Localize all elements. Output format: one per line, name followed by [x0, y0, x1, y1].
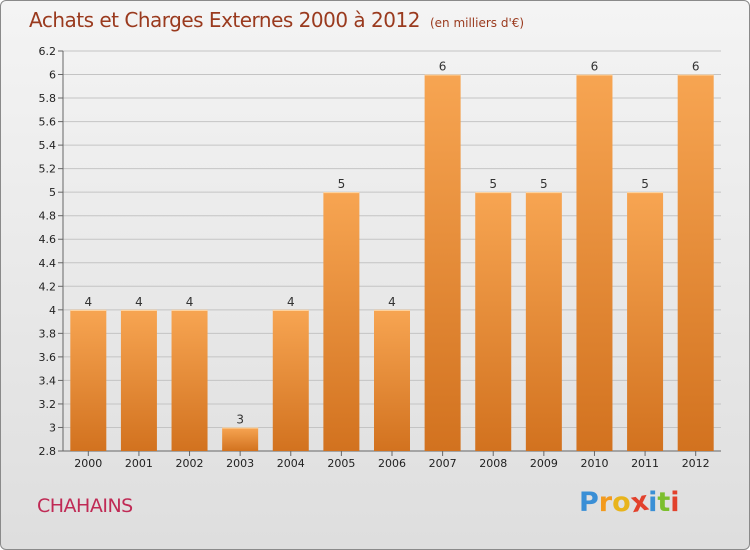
data-label: 5 [540, 177, 548, 191]
data-label: 6 [692, 60, 700, 74]
y-tick-label: 3.8 [39, 327, 57, 340]
bar-2012 [677, 74, 714, 451]
data-label: 6 [591, 60, 599, 74]
y-tick-label: 3.6 [39, 351, 57, 364]
bar-2005 [323, 192, 360, 452]
data-label: 4 [135, 295, 143, 309]
data-label: 4 [388, 295, 396, 309]
logo-letter: i [648, 487, 658, 518]
data-label: 5 [489, 177, 497, 191]
bar-2009 [525, 192, 562, 452]
y-tick-label: 4.6 [39, 233, 57, 246]
data-label: 3 [236, 412, 244, 426]
x-tick-label: 2000 [74, 457, 102, 470]
logo-letter: P [579, 487, 599, 518]
bar-2011 [627, 192, 664, 452]
proxiti-logo: Proxiti [579, 486, 680, 520]
bar-2004 [272, 309, 309, 451]
y-tick-label: 5.4 [39, 139, 57, 152]
y-tick-label: 4 [49, 304, 56, 317]
commune-name: CHAHAINS [37, 495, 133, 517]
logo-letter: o [612, 487, 631, 518]
logo-letter: t [657, 487, 671, 518]
x-tick-label: 2003 [226, 457, 254, 470]
y-tick-label: 5.8 [39, 92, 57, 105]
y-tick-label: 5.2 [39, 163, 57, 176]
y-tick-label: 4.8 [39, 210, 57, 223]
bar-2001 [120, 309, 157, 451]
x-tick-label: 2002 [176, 457, 204, 470]
y-tick-label: 4.2 [39, 280, 57, 293]
logo-letter: i [670, 487, 680, 518]
x-tick-label: 2012 [682, 457, 710, 470]
data-label: 4 [186, 295, 194, 309]
x-tick-label: 2006 [378, 457, 406, 470]
bar-2010 [576, 74, 613, 451]
data-label: 4 [84, 295, 92, 309]
bar-2008 [475, 192, 512, 452]
bar-2006 [374, 309, 410, 451]
x-tick-label: 2010 [580, 457, 608, 470]
data-label: 5 [641, 177, 649, 191]
x-tick-label: 2005 [327, 457, 355, 470]
bars [70, 74, 714, 452]
bar-2002 [171, 309, 208, 451]
data-labels: 4 4 4 3 4 5 4 6 5 5 6 5 6 [84, 60, 699, 427]
y-tick-label: 5.6 [39, 116, 57, 129]
logo-letter: r [598, 487, 613, 518]
y-tick-label: 5 [49, 186, 56, 199]
bar-2003 [222, 427, 259, 451]
bar-2000 [70, 309, 107, 451]
data-label: 4 [287, 295, 295, 309]
y-tick-label: 3.4 [39, 374, 57, 387]
y-tick-label: 4.4 [39, 257, 57, 270]
axes: 2.8 3 3.2 3.4 3.6 3.8 4 4.2 4.4 4.6 4.8 5 5.2 5.4 5.6 5… [39, 45, 721, 470]
y-tick-label: 3.2 [39, 398, 57, 411]
x-tick-label: 2004 [277, 457, 305, 470]
y-tick-label: 6 [49, 69, 56, 82]
data-label: 6 [439, 60, 447, 74]
chart-unit: (en milliers d'€) [429, 16, 525, 30]
y-tick-label: 2.8 [39, 445, 57, 458]
x-tick-label: 2007 [429, 457, 457, 470]
y-tick-label: 3 [49, 421, 56, 434]
data-label: 5 [338, 177, 346, 191]
x-tick-label: 2009 [530, 457, 558, 470]
x-tick-label: 2001 [125, 457, 153, 470]
x-tick-label: 2008 [479, 457, 507, 470]
y-tick-label: 6.2 [39, 45, 57, 58]
bar-2007 [424, 74, 461, 451]
chart-title-text: Achats et Charges Externes 2000 à 2012 [29, 8, 420, 32]
x-tick-label: 2011 [631, 457, 659, 470]
chart-title: Achats et Charges Externes 2000 à 2012 (e… [29, 8, 524, 32]
